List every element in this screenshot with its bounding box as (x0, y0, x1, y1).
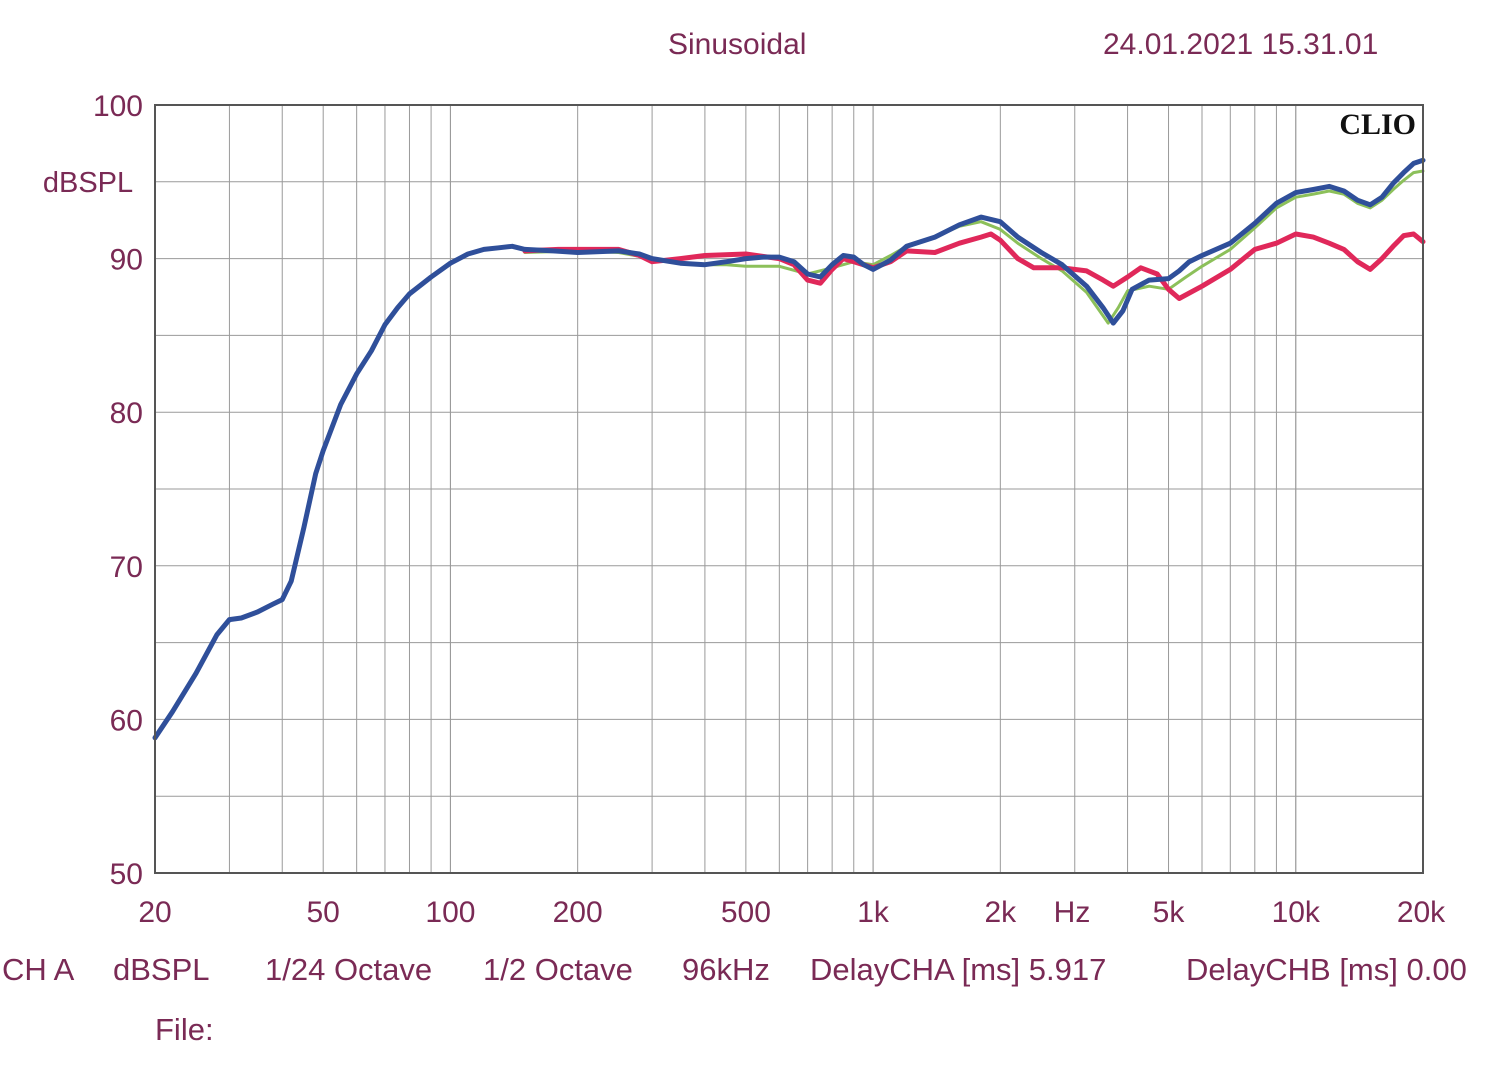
x-tick-label: 20 (138, 896, 171, 929)
y-tick-label: 90 (110, 244, 143, 277)
x-tick-label: 1k (857, 896, 890, 929)
x-tick-label: 10k (1272, 896, 1321, 929)
series-line-1 (523, 169, 1425, 325)
clio-logo: CLIO (1339, 108, 1416, 141)
delay-cha-label: DelayCHA [ms] 5.917 (810, 952, 1107, 987)
major-grid (155, 181, 1423, 797)
y-tick-label: 70 (110, 551, 143, 584)
x-tick-label: 50 (307, 896, 340, 929)
x-tick-label: 5k (1153, 896, 1186, 929)
measurement-timestamp: 24.01.2021 15.31.01 (1103, 28, 1379, 61)
measurement-mode: Sinusoidal (668, 28, 807, 61)
file-label: File: (155, 1012, 214, 1047)
x-tick-labels: 20 50 100 200 500 1k 2k 5k 10k 20k (138, 896, 1446, 929)
y-tick-label: 50 (110, 858, 143, 891)
delay-chb-label: DelayCHB [ms] 0.00 (1186, 952, 1467, 987)
sample-rate-label: 96kHz (682, 952, 770, 987)
resolution-label: 1/24 Octave (265, 952, 433, 987)
series-line-2 (522, 231, 1426, 301)
x-tick-label: 200 (553, 896, 603, 929)
series-layer (152, 157, 1426, 741)
x-tick-label: 20k (1397, 896, 1446, 929)
x-tick-label: 500 (721, 896, 771, 929)
x-axis-label: Hz (1054, 896, 1091, 929)
y-tick-label: 80 (110, 397, 143, 430)
y-tick-label: 100 (93, 90, 143, 123)
x-tick-label: 100 (425, 896, 475, 929)
series-line-3 (152, 157, 1426, 741)
y-tick-labels: 100 90 80 70 60 50 (93, 90, 143, 891)
plot-frame (154, 104, 1424, 874)
unit-label: dBSPL (113, 952, 210, 987)
y-axis-label: dBSPL (43, 167, 133, 199)
smoothing-label: 1/2 Octave (483, 952, 633, 987)
y-tick-label: 60 (110, 704, 143, 737)
channel-label: CH A (2, 952, 75, 987)
x-tick-label: 2k (984, 896, 1017, 929)
